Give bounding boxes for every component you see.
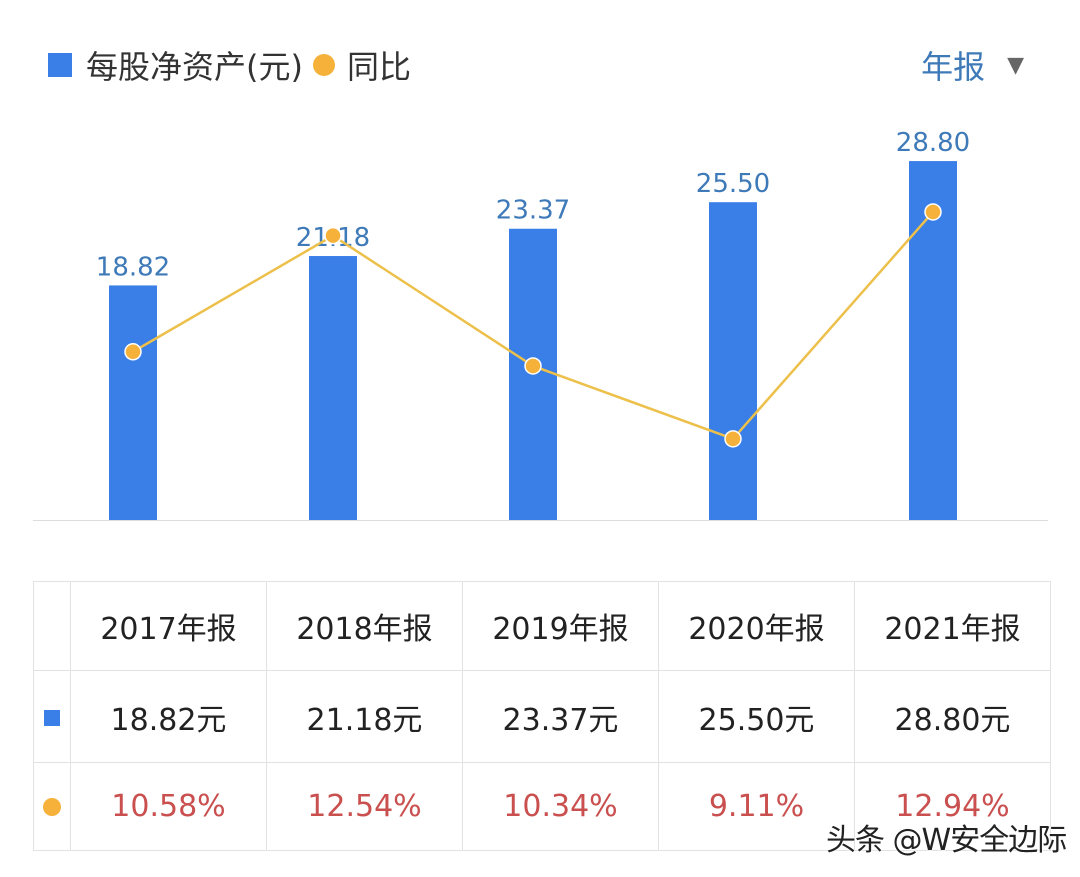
yoy-point-2019年报	[524, 357, 542, 375]
data-table: 2017年报 2018年报 2019年报 2020年报 2021年报 18.82…	[33, 581, 1051, 851]
table-header-row: 2017年报 2018年报 2019年报 2020年报 2021年报	[33, 581, 1051, 671]
table-cell: 12.94%	[854, 762, 1051, 851]
table-row-yoy: 10.58% 12.54% 10.34% 9.11% 12.94%	[33, 762, 1051, 851]
table-header: 2019年报	[462, 581, 659, 671]
bar-swatch-icon	[44, 710, 60, 726]
dropdown-triangle-icon: ▼	[1007, 52, 1024, 78]
row-line-marker	[33, 762, 71, 851]
period-selector-value: 年报	[921, 48, 986, 86]
table-header: 2017年报	[70, 581, 267, 671]
table-cell: 10.34%	[462, 762, 659, 851]
bar-2017年报	[109, 285, 157, 520]
legend-line-swatch	[312, 54, 335, 76]
row-bar-marker	[33, 670, 71, 763]
yoy-point-2018年报	[324, 226, 342, 245]
table-cell: 28.80元	[854, 670, 1051, 763]
table-header: 2021年报	[854, 581, 1051, 671]
bar-value-label: 18.82	[96, 252, 170, 282]
yoy-point-2017年报	[124, 343, 142, 361]
bar-2018年报	[309, 256, 357, 520]
bar-2021年报	[909, 161, 957, 521]
table-header: 2018年报	[266, 581, 463, 671]
legend-bar-swatch	[48, 53, 72, 77]
watermark: 头条 @W安全边际	[826, 823, 1067, 858]
legend-line-label: 同比	[346, 48, 411, 86]
chart-legend: 每股净资产(元) 同比	[48, 42, 411, 88]
yoy-point-2020年报	[724, 430, 742, 448]
bar-value-label: 28.80	[896, 128, 970, 158]
bar-value-label: 25.50	[696, 169, 770, 199]
table-row-values: 18.82元 21.18元 23.37元 25.50元 28.80元	[33, 670, 1051, 763]
table-header: 2020年报	[658, 581, 855, 671]
bar-2020年报	[709, 202, 757, 520]
yoy-point-2021年报	[924, 203, 942, 221]
table-cell: 9.11%	[658, 762, 855, 851]
period-selector[interactable]: 年报 ▼	[921, 42, 1024, 88]
table-corner-cell	[33, 581, 71, 671]
table-cell: 10.58%	[70, 762, 267, 851]
line-dot-icon	[43, 798, 61, 816]
table-cell: 18.82元	[70, 670, 267, 763]
legend-bar-label: 每股净资产(元)	[86, 48, 303, 86]
table-cell: 23.37元	[462, 670, 659, 763]
table-cell: 12.54%	[266, 762, 463, 851]
table-cell: 21.18元	[266, 670, 463, 763]
bar-value-label: 23.37	[496, 196, 570, 226]
table-cell: 25.50元	[658, 670, 855, 763]
